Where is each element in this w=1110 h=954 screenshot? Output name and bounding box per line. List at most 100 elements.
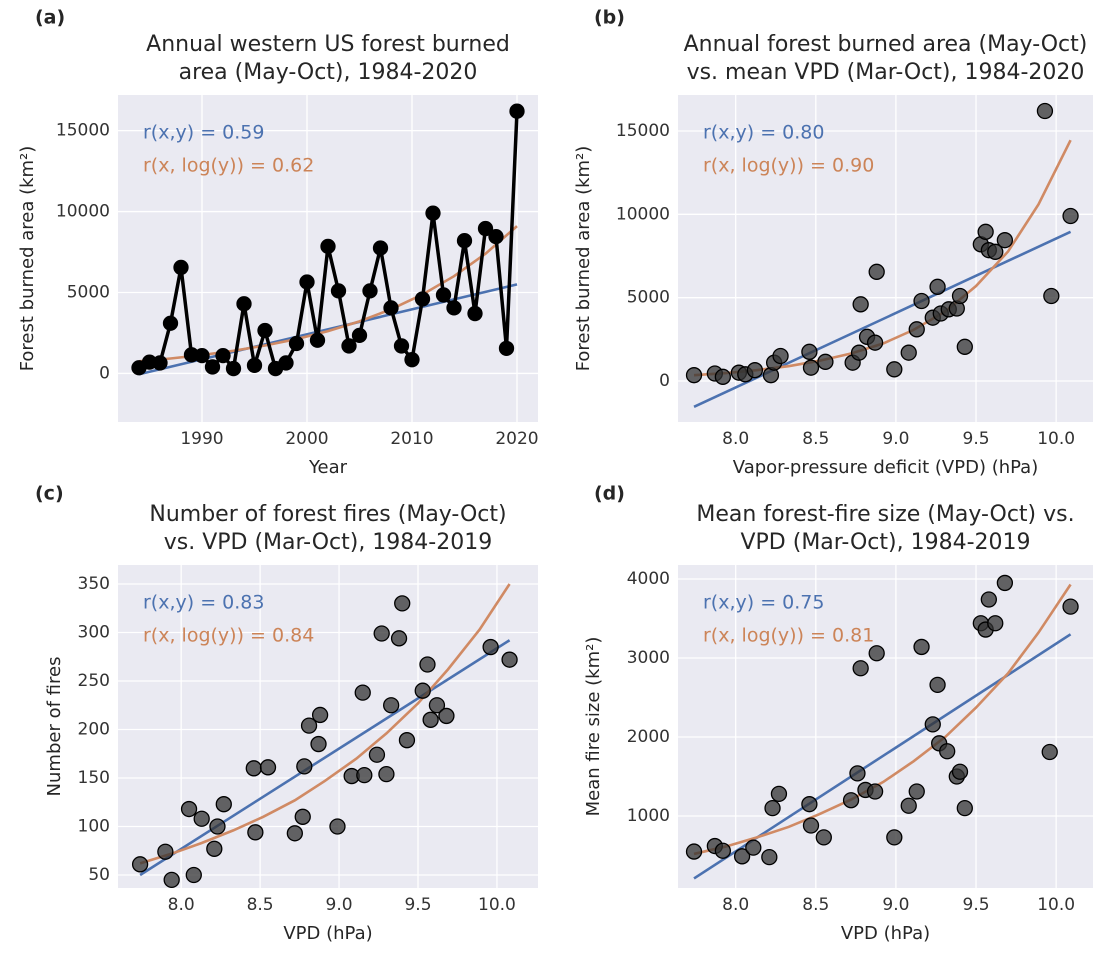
data-point bbox=[368, 746, 386, 763]
data-point bbox=[257, 322, 273, 339]
data-point bbox=[330, 283, 347, 299]
data-point bbox=[398, 732, 416, 749]
annotation: r(x,y) = 0.80 bbox=[703, 122, 824, 144]
data-point bbox=[987, 615, 1004, 632]
data-point bbox=[311, 706, 329, 724]
x-tick-label: 2000 bbox=[285, 429, 328, 449]
y-axis-label: Forest burned area (km²) bbox=[573, 146, 594, 372]
data-point bbox=[247, 824, 264, 841]
data-point bbox=[868, 263, 885, 280]
data-point bbox=[842, 792, 860, 809]
annotation: r(x, log(y)) = 0.90 bbox=[703, 155, 874, 177]
x-tick-label: 9.0 bbox=[326, 895, 353, 915]
data-point bbox=[428, 697, 446, 714]
x-tick-label: 8.5 bbox=[802, 895, 829, 915]
x-tick-label: 10.0 bbox=[478, 895, 516, 915]
data-point bbox=[733, 848, 751, 865]
data-point bbox=[383, 300, 399, 316]
data-point bbox=[383, 697, 400, 714]
data-point bbox=[1036, 102, 1054, 120]
data-point bbox=[309, 332, 326, 348]
data-point bbox=[294, 808, 311, 825]
data-point bbox=[246, 357, 263, 373]
x-tick-label: 9.5 bbox=[963, 429, 990, 449]
y-axis-label: Forest burned area (km²) bbox=[17, 146, 38, 372]
data-point bbox=[770, 785, 788, 803]
chart-title: Annual western US forest burned bbox=[146, 32, 510, 57]
x-axis-label: VPD (hPa) bbox=[283, 923, 372, 944]
data-point bbox=[746, 362, 764, 379]
series-line bbox=[139, 639, 511, 877]
annotation: r(x, log(y)) = 0.62 bbox=[143, 155, 314, 177]
x-axis-label: Year bbox=[308, 457, 348, 478]
data-point bbox=[951, 763, 969, 780]
panel-label: (b) bbox=[594, 7, 625, 29]
data-point bbox=[996, 232, 1014, 249]
series-line bbox=[139, 583, 511, 865]
annotation: r(x, log(y)) = 0.84 bbox=[143, 625, 314, 647]
data-point bbox=[180, 800, 198, 818]
y-tick-label: 200 bbox=[78, 720, 110, 740]
x-tick-label: 9.5 bbox=[404, 895, 431, 915]
data-point bbox=[801, 343, 818, 360]
data-point bbox=[866, 334, 884, 351]
x-axis-label: Vapor-pressure deficit (VPD) (hPa) bbox=[733, 457, 1038, 478]
data-point bbox=[996, 574, 1014, 592]
data-point bbox=[488, 228, 504, 245]
y-axis-label: Number of fires bbox=[44, 657, 65, 797]
panel-label: (d) bbox=[594, 483, 625, 505]
y-tick-label: 150 bbox=[78, 768, 110, 788]
data-point bbox=[956, 799, 973, 817]
data-point bbox=[446, 300, 462, 316]
data-point bbox=[329, 818, 346, 835]
x-tick-label: 8.0 bbox=[168, 895, 195, 915]
data-point bbox=[362, 283, 378, 299]
x-axis-label: VPD (hPa) bbox=[841, 923, 930, 944]
y-tick-label: 300 bbox=[78, 623, 110, 643]
data-point bbox=[422, 711, 439, 728]
data-point bbox=[924, 716, 941, 733]
y-axis-label: Mean fire size (km²) bbox=[583, 637, 604, 817]
data-point bbox=[685, 843, 703, 860]
y-tick-label: 2000 bbox=[627, 727, 670, 747]
data-point bbox=[425, 205, 441, 221]
data-point bbox=[761, 848, 778, 866]
data-point bbox=[939, 743, 956, 760]
y-tick-label: 15000 bbox=[616, 121, 670, 141]
data-point bbox=[286, 825, 303, 842]
x-tick-label: 8.0 bbox=[722, 429, 749, 449]
y-tick-label: 250 bbox=[78, 671, 110, 691]
chart-title: vs. VPD (Mar-Oct), 1984-2019 bbox=[164, 530, 492, 555]
data-point bbox=[868, 645, 885, 662]
y-tick-label: 1000 bbox=[627, 806, 670, 826]
data-point bbox=[372, 240, 389, 256]
data-point bbox=[225, 360, 242, 377]
data-point bbox=[714, 368, 732, 385]
data-point bbox=[900, 344, 917, 361]
data-point bbox=[1041, 743, 1058, 761]
data-point bbox=[194, 347, 210, 364]
chart-title: Number of forest fires (May-Oct) bbox=[149, 502, 506, 527]
data-point bbox=[320, 238, 336, 255]
data-point bbox=[259, 759, 277, 776]
y-tick-label: 5000 bbox=[67, 282, 110, 302]
x-tick-label: 9.0 bbox=[882, 429, 909, 449]
y-tick-label: 0 bbox=[99, 363, 110, 383]
data-point bbox=[215, 796, 232, 813]
data-point bbox=[193, 810, 210, 827]
data-point bbox=[296, 758, 313, 775]
data-point bbox=[157, 843, 174, 860]
data-point bbox=[908, 321, 925, 338]
x-tick-label: 8.5 bbox=[802, 429, 829, 449]
data-point bbox=[300, 717, 318, 734]
data-point bbox=[477, 220, 494, 237]
data-point bbox=[714, 842, 732, 859]
data-point bbox=[509, 103, 525, 119]
x-tick-label: 8.5 bbox=[247, 895, 274, 915]
x-tick-label: 2010 bbox=[390, 429, 433, 449]
x-tick-label: 2020 bbox=[495, 429, 538, 449]
data-point bbox=[852, 660, 869, 677]
data-point bbox=[404, 352, 420, 368]
data-point bbox=[204, 359, 221, 375]
data-point bbox=[152, 355, 168, 371]
